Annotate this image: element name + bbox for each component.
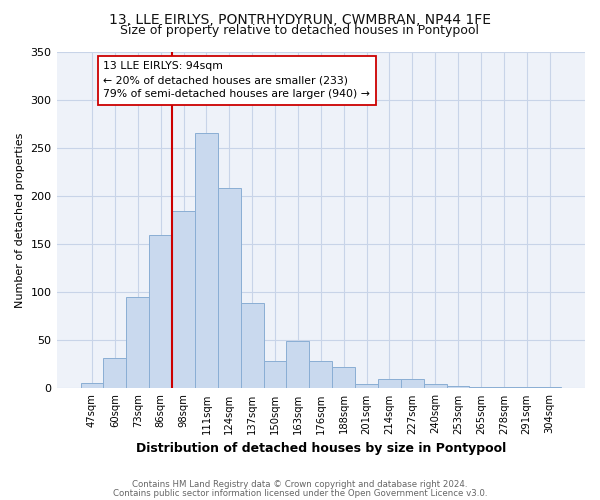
Bar: [149, 236, 172, 388]
Bar: [378, 379, 401, 388]
Bar: [218, 188, 241, 388]
Bar: [172, 212, 195, 388]
Bar: [80, 382, 103, 388]
Text: Size of property relative to detached houses in Pontypool: Size of property relative to detached ho…: [121, 24, 479, 37]
Text: Contains HM Land Registry data © Crown copyright and database right 2024.: Contains HM Land Registry data © Crown c…: [132, 480, 468, 489]
Bar: [127, 297, 149, 388]
X-axis label: Distribution of detached houses by size in Pontypool: Distribution of detached houses by size …: [136, 442, 506, 455]
Bar: [310, 362, 332, 388]
Bar: [355, 384, 378, 388]
Bar: [401, 379, 424, 388]
Bar: [195, 134, 218, 388]
Bar: [286, 342, 310, 388]
Bar: [103, 358, 127, 388]
Bar: [263, 362, 286, 388]
Bar: [332, 368, 355, 388]
Bar: [241, 303, 263, 388]
Text: 13 LLE EIRLYS: 94sqm
← 20% of detached houses are smaller (233)
79% of semi-deta: 13 LLE EIRLYS: 94sqm ← 20% of detached h…: [103, 61, 370, 99]
Text: Contains public sector information licensed under the Open Government Licence v3: Contains public sector information licen…: [113, 488, 487, 498]
Bar: [446, 386, 469, 388]
Bar: [424, 384, 446, 388]
Y-axis label: Number of detached properties: Number of detached properties: [15, 132, 25, 308]
Text: 13, LLE EIRLYS, PONTRHYDYRUN, CWMBRAN, NP44 1FE: 13, LLE EIRLYS, PONTRHYDYRUN, CWMBRAN, N…: [109, 12, 491, 26]
